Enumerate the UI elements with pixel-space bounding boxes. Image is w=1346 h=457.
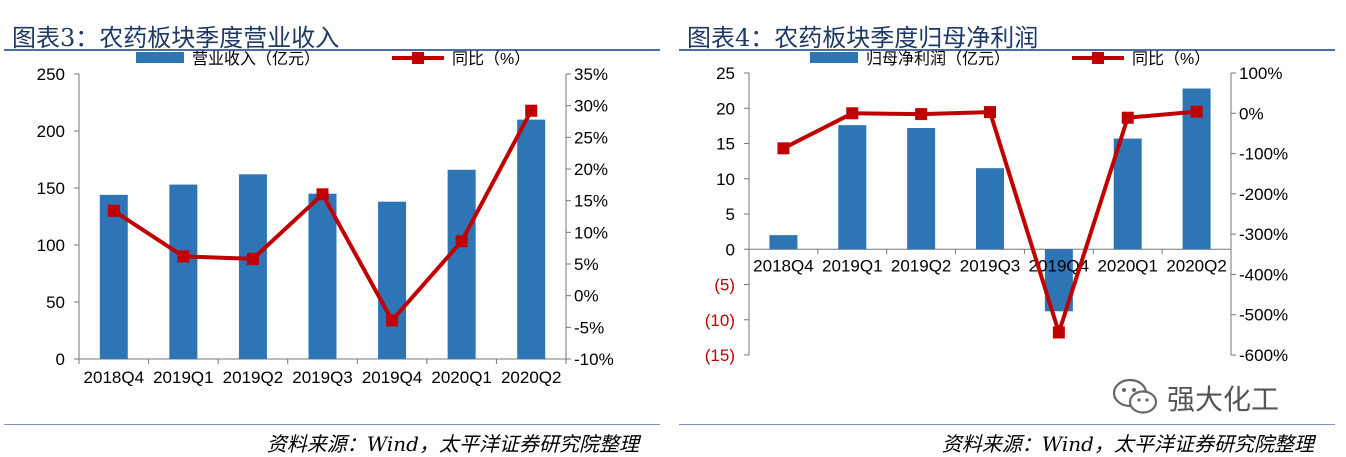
- right-axis-tick-label: 0%: [574, 287, 599, 306]
- right-axis-tick-label: -200%: [1239, 185, 1288, 204]
- right-axis-tick-label: 100%: [1239, 64, 1282, 83]
- left-axis-tick-label: (5): [714, 276, 735, 295]
- right-axis-tick-label: 15%: [574, 192, 608, 211]
- yoy-marker-2019Q2: [246, 252, 259, 265]
- legend-bar-swatch: [810, 52, 858, 63]
- yoy-marker-2020Q2: [1190, 105, 1203, 118]
- yoy-marker-2018Q4: [777, 142, 790, 155]
- yoy-marker-2020Q2: [525, 104, 538, 117]
- bar-2019Q3: [308, 193, 337, 359]
- left-title-rule: [4, 49, 660, 51]
- bar-2019Q3: [976, 168, 1004, 250]
- legend-bar-label: 营业收入（亿元）: [192, 50, 320, 68]
- category-label-2019Q2: 2019Q2: [223, 368, 284, 387]
- right-axis-tick-label: -5%: [574, 318, 604, 337]
- yoy-marker-2019Q3: [984, 106, 996, 119]
- left-axis-tick-label: (15): [705, 346, 735, 365]
- bar-2020Q2: [517, 119, 546, 359]
- left-axis-tick-label: 50: [46, 293, 65, 312]
- bar-2020Q1: [1113, 138, 1142, 250]
- watermark: 强大化工: [1105, 372, 1315, 422]
- right-axis-tick-label: 20%: [574, 160, 608, 179]
- legend-line-marker: [412, 52, 424, 64]
- left-panel: 图表3：农药板块季度营业收入 0 50 100 150 200 250 -10% -5% 0% 5…: [4, 0, 667, 456]
- right-axis-tick-label: -10%: [574, 350, 614, 369]
- left-axis-tick-label: 25: [716, 64, 735, 83]
- category-label-2020Q2: 2020Q2: [1166, 256, 1227, 275]
- category-label-2018Q4: 2018Q4: [753, 256, 814, 275]
- right-axis-tick-label: 0%: [1239, 104, 1264, 123]
- yoy-marker-2020Q1: [455, 235, 468, 248]
- category-label-2019Q4: 2019Q4: [1029, 256, 1090, 275]
- category-label-2019Q3: 2019Q3: [960, 256, 1021, 275]
- right-axis-tick-label: 25%: [574, 128, 608, 147]
- left-axis-tick-label: 0: [726, 240, 735, 259]
- bar-2019Q1: [169, 184, 198, 359]
- category-label-2019Q1: 2019Q1: [822, 256, 883, 275]
- left-chart: 0 50 100 150 200 250 -10% -5% 0% 5% 10% 15% 20% 25% 30…: [37, 50, 614, 387]
- yoy-marker-2020Q1: [1121, 111, 1134, 124]
- yoy-marker-2019Q1: [846, 107, 859, 120]
- yoy-marker-2019Q3: [316, 188, 329, 201]
- legend-line-label: 同比（%）: [452, 50, 530, 68]
- yoy-marker-2018Q4: [107, 204, 120, 217]
- category-label-2018Q4: 2018Q4: [84, 368, 145, 387]
- yoy-marker-2019Q4: [1052, 326, 1065, 339]
- left-axis-tick-label: (10): [705, 311, 735, 330]
- category-label-2020Q1: 2020Q1: [431, 368, 492, 387]
- yoy-marker-2019Q1: [177, 250, 190, 263]
- watermark-text: 强大化工: [1167, 383, 1280, 416]
- left-axis-tick-label: 10: [716, 170, 735, 189]
- bar-2020Q1: [447, 169, 476, 359]
- left-axis-tick-label: 5: [726, 205, 735, 224]
- yoy-marker-2019Q4: [386, 314, 399, 327]
- right-axis-tick-label: -500%: [1239, 306, 1288, 325]
- category-label-2019Q1: 2019Q1: [153, 368, 214, 387]
- left-source-rule: [4, 424, 660, 425]
- right-axis-tick-label: 30%: [574, 97, 608, 116]
- category-label-2020Q2: 2020Q2: [501, 368, 562, 387]
- category-label-2020Q1: 2020Q1: [1097, 256, 1158, 275]
- right-panel: 图表4：农药板块季度归母净利润 (15) (10) (5) 0 5 10 15 20 25 -60…: [679, 0, 1342, 456]
- legend-line-label: 同比（%）: [1132, 50, 1210, 68]
- right-axis-tick-label: -400%: [1239, 265, 1288, 284]
- left-source-note: 资料来源：Wind，太平洋证券研究院整理: [266, 432, 639, 456]
- right-title-rule: [679, 49, 1335, 51]
- bar-2019Q1: [838, 125, 867, 250]
- left-axis-tick-label: 250: [37, 65, 65, 84]
- right-source-rule: [679, 424, 1335, 425]
- legend-bar-swatch: [136, 52, 184, 63]
- right-axis-tick-label: -600%: [1239, 346, 1288, 365]
- left-axis-tick-label: 20: [716, 99, 735, 118]
- left-axis-tick-label: 150: [37, 179, 65, 198]
- category-label-2019Q2: 2019Q2: [891, 256, 952, 275]
- left-chart-title: 图表3：农药板块季度营业收入: [12, 24, 340, 52]
- right-source-note: 资料来源：Wind，太平洋证券研究院整理: [941, 432, 1314, 456]
- left-axis-tick-label: 100: [37, 236, 65, 255]
- bar-2019Q2: [907, 127, 936, 250]
- bar-2019Q2: [238, 174, 267, 359]
- right-axis-tick-label: 5%: [574, 255, 599, 274]
- right-axis-tick-label: -300%: [1239, 225, 1288, 244]
- right-chart-title: 图表4：农药板块季度归母净利润: [687, 24, 1039, 52]
- left-axis-tick-label: 200: [37, 122, 65, 141]
- left-axis-tick-label: 15: [716, 135, 735, 154]
- category-label-2019Q4: 2019Q4: [362, 368, 423, 387]
- right-axis-tick-label: 35%: [574, 65, 608, 84]
- wechat-icon: [1112, 378, 1158, 414]
- legend-line-marker: [1092, 52, 1104, 64]
- category-label-2019Q3: 2019Q3: [292, 368, 353, 387]
- left-axis-tick-label: 0: [56, 350, 65, 369]
- yoy-marker-2019Q2: [915, 108, 928, 121]
- legend-bar-label: 归母净利润（亿元）: [866, 50, 1010, 68]
- bar-2018Q4: [769, 235, 798, 250]
- right-axis-tick-label: -100%: [1239, 145, 1288, 164]
- right-chart: (15) (10) (5) 0 5 10 15 20 25 -600% -500% -400% -300…: [705, 50, 1288, 365]
- bar-2018Q4: [99, 194, 128, 359]
- right-axis-tick-label: 10%: [574, 223, 608, 242]
- bar-2019Q4: [378, 201, 407, 359]
